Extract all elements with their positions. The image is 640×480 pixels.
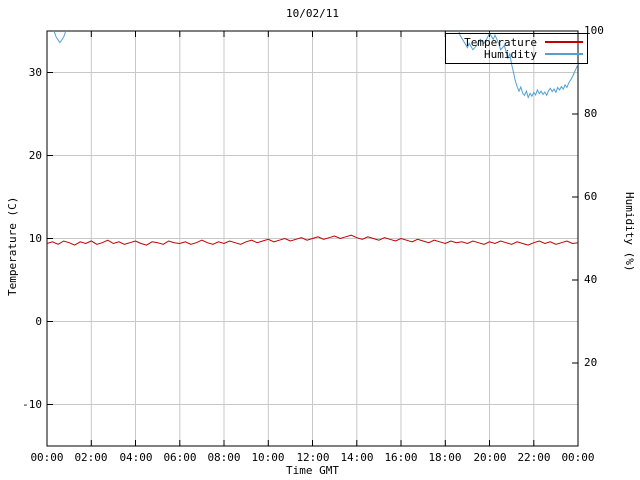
- right-axis-label: Humidity (%): [623, 192, 636, 272]
- x-tick-label: 00:00: [30, 451, 64, 464]
- left-tick-label: 10: [28, 232, 42, 245]
- legend-item-humidity: Humidity: [450, 47, 583, 61]
- temperature-line: [47, 234, 578, 246]
- left-tick-label: 20: [28, 149, 42, 162]
- left-tick-label: 0: [35, 315, 42, 328]
- legend-label-humidity: Humidity: [484, 47, 537, 61]
- x-tick-label: 02:00: [74, 451, 108, 464]
- humidity-line: [53, 31, 67, 44]
- x-tick-label: 22:00: [517, 451, 551, 464]
- right-tick-label: 60: [584, 190, 598, 203]
- x-tick-label: 16:00: [384, 451, 418, 464]
- x-tick-label: 04:00: [119, 451, 153, 464]
- x-tick-label: 10:00: [251, 451, 285, 464]
- legend-label-temperature: Temperature: [464, 35, 537, 49]
- x-axis-label: Time GMT: [286, 464, 339, 477]
- x-tick-label: 20:00: [473, 451, 507, 464]
- x-tick-label: 06:00: [163, 451, 197, 464]
- temperature-line-swatch: [545, 41, 583, 43]
- right-tick-label: 100: [584, 24, 604, 37]
- x-tick-label: 14:00: [340, 451, 374, 464]
- x-tick-label: 08:00: [207, 451, 241, 464]
- legend: Temperature Humidity: [445, 33, 588, 64]
- left-axis-label: Temperature (C): [6, 196, 19, 296]
- x-tick-label: 18:00: [428, 451, 462, 464]
- right-tick-label: 40: [584, 273, 598, 286]
- left-tick-label: 30: [28, 66, 42, 79]
- right-tick-label: 20: [584, 356, 598, 369]
- x-tick-label: 12:00: [296, 451, 330, 464]
- x-tick-label: 00:00: [561, 451, 595, 464]
- humidity-line-swatch: [545, 53, 583, 55]
- chart-title: 10/02/11: [286, 7, 339, 20]
- right-tick-label: 80: [584, 107, 598, 120]
- humidity-line: [458, 31, 578, 99]
- left-tick-label: -10: [22, 398, 42, 411]
- legend-item-temperature: Temperature: [450, 35, 583, 49]
